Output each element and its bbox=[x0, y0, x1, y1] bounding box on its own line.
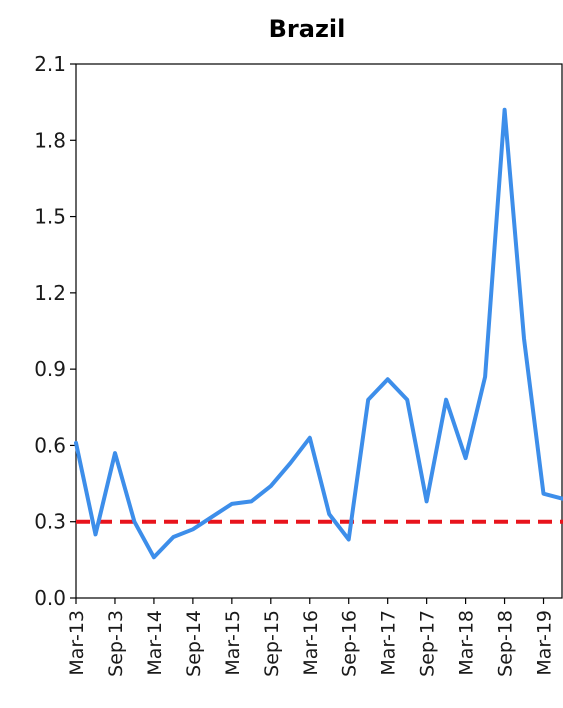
series-line bbox=[74, 107, 563, 560]
x-tick-label: Sep-17 bbox=[417, 610, 439, 677]
y-tick-label: 1.8 bbox=[34, 128, 66, 152]
plot-area bbox=[74, 63, 563, 599]
x-tick-label: Sep-15 bbox=[261, 610, 283, 677]
x-tick-label: Sep-16 bbox=[339, 610, 361, 677]
x-tick-label: Mar-15 bbox=[222, 610, 244, 676]
x-tick-label: Sep-13 bbox=[105, 610, 127, 677]
y-tick-label: 0.6 bbox=[34, 433, 66, 457]
y-tick-label: 0.0 bbox=[34, 586, 66, 610]
y-axis-ticks: 0.0 0.3 0.6 0.9 1.2 1.5 1.8 2.1 bbox=[34, 52, 76, 610]
x-tick-label: Mar-19 bbox=[534, 610, 556, 676]
x-tick-label: Mar-14 bbox=[144, 610, 166, 676]
x-tick-label: Mar-17 bbox=[378, 610, 400, 676]
y-tick-label: 2.1 bbox=[34, 52, 66, 76]
x-tick-label: Sep-18 bbox=[495, 610, 517, 677]
x-axis-ticks: Mar-13 Sep-13 Mar-14 Sep-14 Mar-15 Sep-15 Mar-… bbox=[66, 598, 556, 677]
x-tick-label: Mar-16 bbox=[300, 610, 322, 676]
y-tick-label: 0.9 bbox=[34, 357, 66, 381]
y-tick-label: 1.2 bbox=[34, 281, 66, 305]
chart-title: Brazil bbox=[269, 15, 346, 43]
x-tick-label: Mar-13 bbox=[66, 610, 88, 676]
x-tick-label: Mar-18 bbox=[456, 610, 478, 676]
y-tick-label: 0.3 bbox=[34, 510, 66, 534]
plot-border bbox=[75, 63, 563, 599]
x-tick-label: Sep-14 bbox=[183, 610, 205, 677]
y-tick-label: 1.5 bbox=[34, 205, 66, 229]
